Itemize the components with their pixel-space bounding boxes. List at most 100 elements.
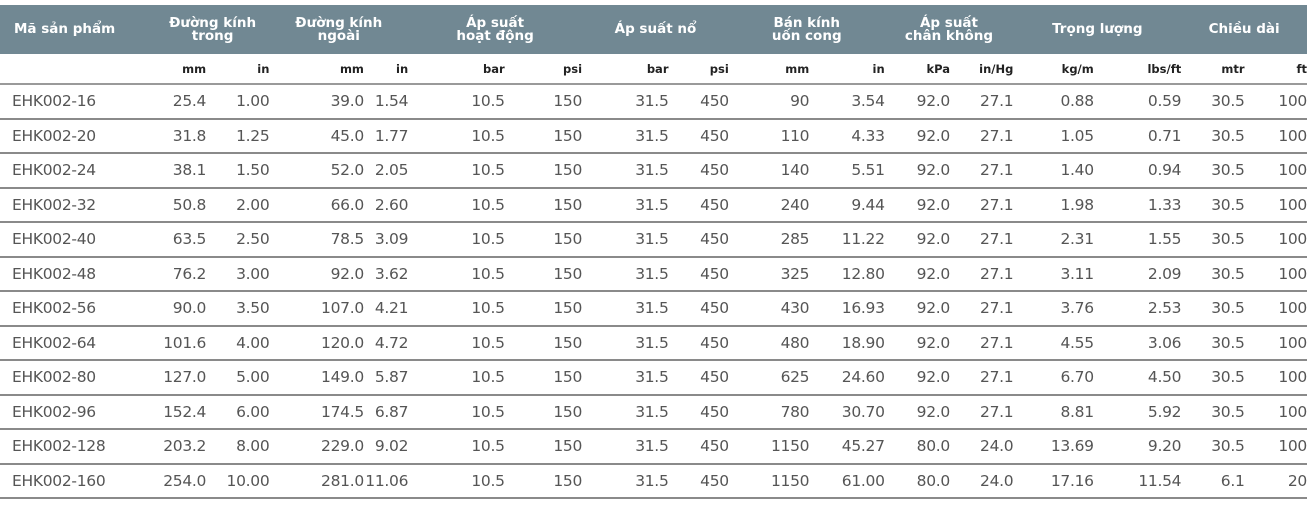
value-cell: 8.00: [206, 429, 270, 465]
value-cell: 6.1: [1181, 463, 1245, 499]
table-row: EHK002-128 203.2 8.00 229.0 9.02 10.5 150 31.5 4…: [0, 429, 1307, 465]
value-cell: 17.16: [1013, 463, 1094, 499]
value-cell: 5.51: [809, 153, 885, 189]
value-cell: 10.5: [408, 153, 505, 189]
header-group: Áp suất hoạt động: [408, 5, 583, 54]
unit-label: bar: [582, 54, 669, 85]
value-cell: 430: [728, 291, 810, 327]
product-code-cell: EHK002-32: [0, 187, 156, 223]
header-group: Áp suất nổ: [582, 5, 729, 54]
value-cell: 30.70: [809, 394, 885, 430]
value-cell: 78.5: [269, 222, 364, 258]
value-cell: 150: [504, 325, 582, 361]
table-row: EHK002-16 25.4 1.00 39.0 1.54 10.5 150 31.5 450 9…: [0, 84, 1307, 120]
value-cell: 450: [668, 84, 729, 120]
value-cell: 100: [1244, 360, 1307, 396]
value-cell: 92.0: [884, 394, 950, 430]
value-cell: 1.98: [1013, 187, 1094, 223]
value-cell: 10.5: [408, 463, 505, 499]
value-cell: 150: [504, 394, 582, 430]
value-cell: 0.59: [1093, 84, 1182, 120]
value-cell: 3.76: [1013, 291, 1094, 327]
value-cell: 38.1: [155, 153, 206, 189]
value-cell: 92.0: [884, 187, 950, 223]
value-cell: 450: [668, 360, 729, 396]
value-cell: 3.06: [1093, 325, 1182, 361]
value-cell: 2.53: [1093, 291, 1182, 327]
value-cell: 5.00: [206, 360, 270, 396]
value-cell: 31.5: [582, 153, 669, 189]
unit-label: kg/m: [1013, 54, 1094, 85]
value-cell: 31.5: [582, 222, 669, 258]
value-cell: 31.5: [582, 187, 669, 223]
product-code-cell: EHK002-48: [0, 256, 156, 292]
value-cell: 1150: [728, 463, 810, 499]
value-cell: 90: [728, 84, 810, 120]
product-code-cell: EHK002-20: [0, 118, 156, 154]
product-code-cell: EHK002-96: [0, 394, 156, 430]
value-cell: 30.5: [1181, 360, 1245, 396]
value-cell: 92.0: [884, 222, 950, 258]
value-cell: 92.0: [884, 291, 950, 327]
value-cell: 30.5: [1181, 222, 1245, 258]
unit-label: mm: [269, 54, 364, 85]
value-cell: 92.0: [884, 256, 950, 292]
product-code-cell: EHK002-128: [0, 429, 156, 465]
value-cell: 3.00: [206, 256, 270, 292]
value-cell: 325: [728, 256, 810, 292]
value-cell: 25.4: [155, 84, 206, 120]
value-cell: 10.5: [408, 84, 505, 120]
value-cell: 450: [668, 463, 729, 499]
unit-label: lbs/ft: [1093, 54, 1182, 85]
value-cell: 63.5: [155, 222, 206, 258]
value-cell: 450: [668, 187, 729, 223]
value-cell: 31.5: [582, 118, 669, 154]
value-cell: 4.50: [1093, 360, 1182, 396]
value-cell: 2.31: [1013, 222, 1094, 258]
value-cell: 2.60: [363, 187, 408, 223]
value-cell: 1.55: [1093, 222, 1182, 258]
value-cell: 4.55: [1013, 325, 1094, 361]
value-cell: 27.1: [949, 291, 1014, 327]
table-row: EHK002-80 127.0 5.00 149.0 5.87 10.5 150 31.5 45…: [0, 360, 1307, 396]
table-row: EHK002-56 90.0 3.50 107.0 4.21 10.5 150 31.5 450…: [0, 291, 1307, 327]
value-cell: 3.09: [363, 222, 408, 258]
value-cell: 1.40: [1013, 153, 1094, 189]
unit-label: psi: [504, 54, 583, 85]
value-cell: 4.72: [363, 325, 408, 361]
table-row: EHK002-20 31.8 1.25 45.0 1.77 10.5 150 31.5 450 1…: [0, 118, 1307, 154]
value-cell: 1.05: [1013, 118, 1094, 154]
value-cell: 120.0: [269, 325, 364, 361]
value-cell: 9.20: [1093, 429, 1182, 465]
value-cell: 9.02: [363, 429, 408, 465]
value-cell: 10.5: [408, 429, 505, 465]
value-cell: 92.0: [884, 118, 950, 154]
value-cell: 8.81: [1013, 394, 1094, 430]
value-cell: 30.5: [1181, 256, 1245, 292]
value-cell: 90.0: [155, 291, 206, 327]
value-cell: 100: [1244, 394, 1307, 430]
value-cell: 0.88: [1013, 84, 1094, 120]
value-cell: 31.5: [582, 360, 669, 396]
value-cell: 30.5: [1181, 153, 1245, 189]
header-line2: uốn cong: [771, 27, 842, 44]
header-group: Bán kính uốn cong: [728, 5, 885, 54]
value-cell: 45.0: [269, 118, 364, 154]
product-code-cell: EHK002-56: [0, 291, 156, 327]
unit-label: in: [363, 54, 409, 85]
value-cell: 27.1: [949, 187, 1014, 223]
value-cell: 100: [1244, 291, 1307, 327]
units-blank: [0, 54, 156, 85]
value-cell: 150: [504, 463, 582, 499]
table-body: EHK002-16 25.4 1.00 39.0 1.54 10.5 150 31.5 450 9…: [0, 84, 1307, 499]
product-code-cell: EHK002-16: [0, 84, 156, 120]
value-cell: 3.62: [363, 256, 408, 292]
value-cell: 450: [668, 118, 729, 154]
value-cell: 100: [1244, 325, 1307, 361]
header-line1: Áp suất: [466, 14, 525, 31]
value-cell: 107.0: [269, 291, 364, 327]
value-cell: 101.6: [155, 325, 206, 361]
header-line2: chân không: [904, 27, 994, 44]
header-row: Mã sản phẩm Đường kính trong Đường kính ngo…: [0, 5, 1307, 54]
value-cell: 150: [504, 187, 582, 223]
